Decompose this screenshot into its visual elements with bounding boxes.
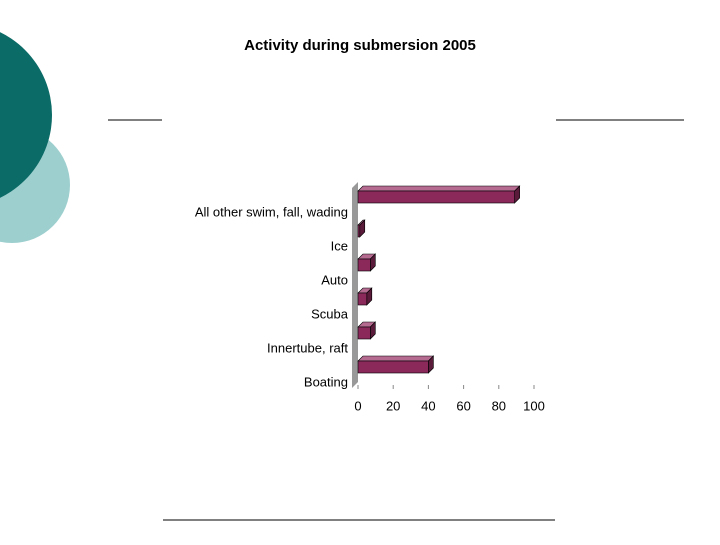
- bar-face: [357, 258, 371, 272]
- x-tick-label: 0: [354, 398, 361, 413]
- bar-face: [357, 355, 435, 362]
- bar: [357, 253, 377, 272]
- bar: [357, 287, 373, 306]
- x-tick-label: 100: [523, 398, 545, 413]
- x-tick-label: 40: [421, 398, 435, 413]
- bar: [357, 185, 521, 204]
- bar-face: [357, 190, 515, 204]
- bar: [357, 321, 377, 340]
- y-tick-label: Ice: [331, 238, 348, 253]
- y-tick-label: All other swim, fall, wading: [195, 204, 348, 219]
- x-tick-label: 60: [456, 398, 470, 413]
- y-tick-label: Scuba: [311, 306, 349, 321]
- axis-wall: [352, 182, 358, 388]
- x-tick-label: 80: [492, 398, 506, 413]
- bar-face: [357, 326, 371, 340]
- bar: [357, 219, 366, 238]
- bar: [357, 355, 435, 374]
- y-tick-label: Innertube, raft: [267, 340, 348, 355]
- bar-face: [357, 360, 429, 374]
- y-tick-label: Auto: [321, 272, 348, 287]
- x-tick-label: 20: [386, 398, 400, 413]
- y-tick-label: Boating: [304, 374, 348, 389]
- bar-face: [357, 185, 521, 192]
- bar-face: [357, 292, 368, 306]
- decor-circle: [0, 32, 52, 198]
- bar-face: [357, 224, 361, 238]
- chart-title: Activity during submersion 2005: [244, 37, 476, 54]
